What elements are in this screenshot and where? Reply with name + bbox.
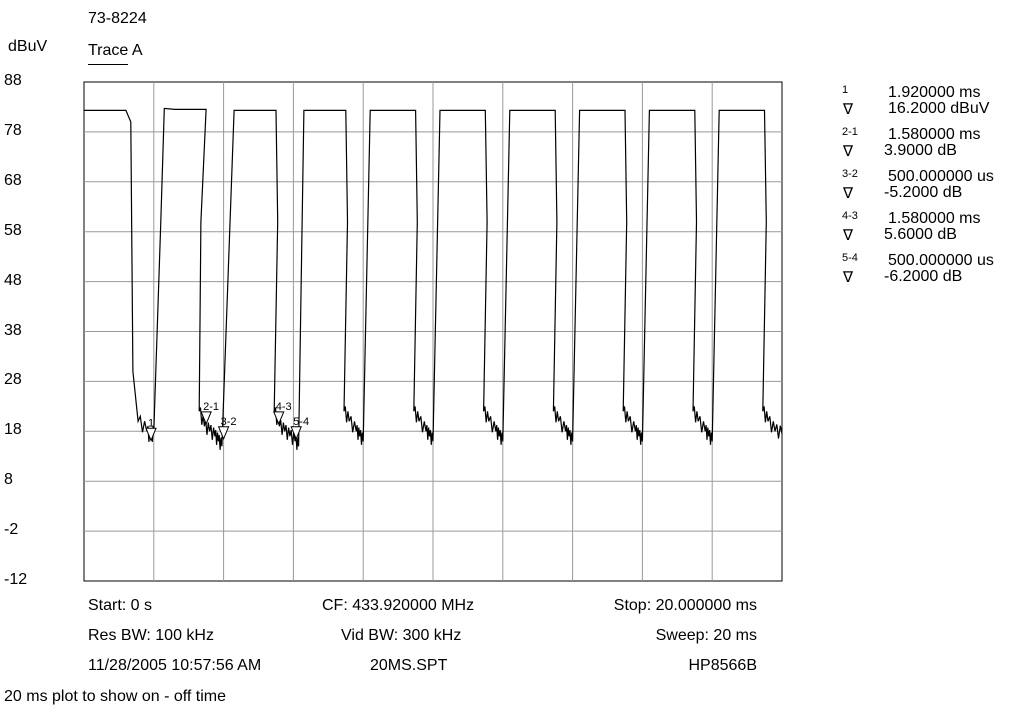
marker-layer: 1 2-13-2 4-35-4 xyxy=(145,401,309,442)
y-tick-label: 68 xyxy=(4,171,22,189)
readout-time: 1.580000 ms xyxy=(888,210,981,227)
readout-marker-number: 3-2 xyxy=(842,168,858,180)
marker-triangle xyxy=(145,427,157,442)
trace-underline xyxy=(88,64,128,65)
sweep-label: Sweep: 20 ms xyxy=(655,627,757,644)
file-label: 20MS.SPT xyxy=(370,657,448,674)
marker-label: 4-3 xyxy=(276,401,292,413)
res-bw-label: Res BW: 100 kHz xyxy=(88,627,214,644)
marker-1: 1 xyxy=(145,417,157,442)
readout-level: 16.2000 dBuV xyxy=(888,100,990,117)
readout-time: 500.000000 us xyxy=(888,252,994,269)
readout-level: 5.6000 dB xyxy=(884,226,957,243)
vid-bw-label: Vid BW: 300 kHz xyxy=(341,627,462,644)
y-tick-label: -12 xyxy=(4,571,28,588)
stop-label: Stop: 20.000000 ms xyxy=(613,597,757,614)
readout-marker-number: 1 xyxy=(842,84,849,96)
readout-marker-icon: ∇ xyxy=(843,185,854,202)
readout-level: -6.2000 dB xyxy=(884,268,963,285)
plot-id-label: 73-8224 xyxy=(88,10,147,27)
readout-time: 500.000000 us xyxy=(888,168,994,185)
datetime-label: 11/28/2005 10:57:56 AM xyxy=(88,657,262,674)
marker-triangle xyxy=(272,411,285,426)
plot-caption: 20 ms plot to show on - off time xyxy=(4,688,227,705)
marker-4-3: 4-3 xyxy=(272,401,292,426)
readout-marker-icon: ∇ xyxy=(843,227,854,244)
marker-label: 3-2 xyxy=(221,416,237,428)
y-tick-label: 8 xyxy=(4,471,13,489)
readout-marker-icon: ∇ xyxy=(843,143,854,160)
readout-level: 3.9000 dB xyxy=(884,142,957,159)
marker-2-1: 2-1 xyxy=(200,401,219,426)
trace-a-line xyxy=(84,107,783,450)
y-tick-label: 38 xyxy=(4,321,22,339)
y-tick-label: 18 xyxy=(4,421,22,439)
marker-5-4: 5-4 xyxy=(290,416,309,441)
y-tick-label: 88 xyxy=(4,72,22,89)
y-tick-label: 58 xyxy=(4,221,22,239)
center-frequency-label: CF: 433.920000 MHz xyxy=(322,597,475,614)
marker-triangle xyxy=(200,411,212,426)
marker-triangle xyxy=(217,426,230,441)
marker-label: 2-1 xyxy=(203,401,219,413)
readout-time: 1.920000 ms xyxy=(888,84,981,101)
trace-label: Trace A xyxy=(88,42,143,59)
plot-grid xyxy=(83,81,783,582)
y-unit-label: dBuV xyxy=(8,38,48,55)
marker-3-2: 3-2 xyxy=(217,416,237,441)
y-tick-label: 28 xyxy=(4,371,22,389)
readout-level: -5.2000 dB xyxy=(884,184,963,201)
readout-marker-number: 4-3 xyxy=(842,210,858,222)
marker-triangle xyxy=(290,426,302,441)
readout-marker-icon: ∇ xyxy=(843,269,854,286)
y-tick-label: 48 xyxy=(4,271,22,289)
marker-label: 1 xyxy=(148,417,154,429)
readout-marker-number: 2-1 xyxy=(842,126,858,138)
marker-label: 5-4 xyxy=(293,416,309,428)
readout-marker-number: 5-4 xyxy=(842,252,858,264)
instrument-label: HP8566B xyxy=(688,657,758,674)
y-tick-label: -2 xyxy=(4,521,19,539)
readout-time: 1.580000 ms xyxy=(888,126,981,143)
trace-a-path xyxy=(84,107,783,450)
start-label: Start: 0 s xyxy=(88,597,153,614)
readout-marker-icon: ∇ xyxy=(843,101,854,118)
y-tick-label: 78 xyxy=(4,121,22,139)
